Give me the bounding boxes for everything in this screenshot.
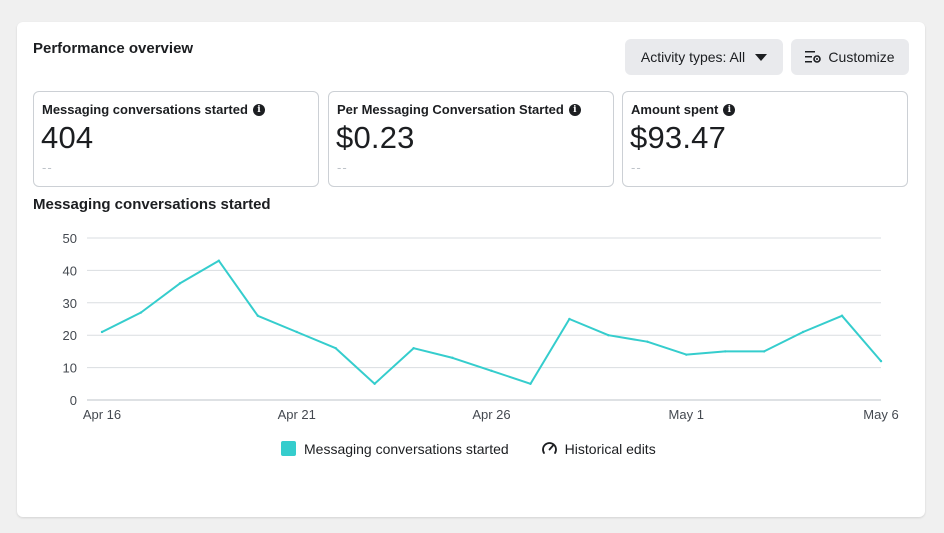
legend-series-label[interactable]: Messaging conversations started xyxy=(304,440,509,457)
data-point xyxy=(295,330,298,334)
data-point xyxy=(217,259,221,262)
metric-card-amount-spent: Amount spent i $93.47 -- xyxy=(622,91,908,187)
data-point xyxy=(646,340,649,343)
x-tick-label: May 1 xyxy=(669,407,704,422)
metric-value: 404 xyxy=(41,120,94,155)
metric-card-cost-per-conversation: Per Messaging Conversation Started i $0.… xyxy=(328,91,614,187)
data-point xyxy=(139,311,143,314)
metric-label: Amount spent xyxy=(631,102,719,117)
data-point xyxy=(607,334,610,337)
data-point xyxy=(178,282,182,285)
caret-down-icon xyxy=(755,53,768,61)
metric-value: $0.23 xyxy=(336,120,415,155)
metric-value: $93.47 xyxy=(630,120,727,155)
x-tick-label: Apr 21 xyxy=(278,407,316,422)
data-point xyxy=(373,382,376,385)
metric-comparison: -- xyxy=(42,160,53,175)
x-tick-label: May 6 xyxy=(863,407,898,422)
data-point xyxy=(100,330,104,334)
info-icon[interactable]: i xyxy=(252,103,265,116)
data-point xyxy=(412,346,415,350)
customize-button[interactable]: Customize xyxy=(791,39,909,75)
y-tick-label: 10 xyxy=(63,361,77,376)
data-point xyxy=(568,317,571,321)
metric-label: Per Messaging Conversation Started xyxy=(337,102,564,117)
data-point xyxy=(256,314,259,317)
speedometer-icon xyxy=(541,442,557,454)
data-point xyxy=(840,314,844,317)
data-point xyxy=(724,350,727,353)
line-chart: 0 10 20 30 40 50 Apr 16 Apr 21 Apr 26 May 1 May 6 xyxy=(63,231,899,422)
legend-historical-label[interactable]: Historical edits xyxy=(564,440,656,457)
activity-types-dropdown[interactable]: Activity types: All xyxy=(625,39,783,75)
x-tick-label: Apr 16 xyxy=(83,407,121,422)
metric-label: Messaging conversations started xyxy=(42,102,248,117)
data-point xyxy=(334,346,337,350)
data-point xyxy=(801,330,805,334)
activity-types-label: Activity types: All xyxy=(640,49,746,65)
info-icon[interactable]: i xyxy=(723,103,736,116)
data-point xyxy=(529,382,532,385)
customize-settings-icon xyxy=(805,51,822,63)
y-tick-label: 40 xyxy=(63,263,77,278)
chart-title: Messaging conversations started xyxy=(33,196,271,213)
performance-overview-card: Performance overview Activity types: All… xyxy=(17,22,925,517)
y-tick-label: 30 xyxy=(63,296,77,311)
chart-legend: Messaging conversations started Historic… xyxy=(281,440,656,457)
x-tick-label: Apr 26 xyxy=(472,407,510,422)
metric-comparison: -- xyxy=(631,160,642,175)
customize-label: Customize xyxy=(828,49,895,65)
page-title: Performance overview xyxy=(33,40,194,57)
series-line xyxy=(101,259,882,385)
data-point xyxy=(490,369,493,373)
info-icon[interactable]: i xyxy=(568,103,581,116)
legend-swatch xyxy=(281,441,296,456)
metric-card-conversations: Messaging conversations started i 404 -- xyxy=(33,91,319,187)
data-point xyxy=(762,350,766,353)
y-tick-label: 0 xyxy=(70,393,77,408)
data-point xyxy=(879,359,883,363)
data-point xyxy=(685,353,688,356)
data-point xyxy=(451,356,454,360)
y-tick-label: 20 xyxy=(63,328,77,343)
metric-comparison: -- xyxy=(337,160,348,175)
y-tick-label: 50 xyxy=(63,231,77,246)
